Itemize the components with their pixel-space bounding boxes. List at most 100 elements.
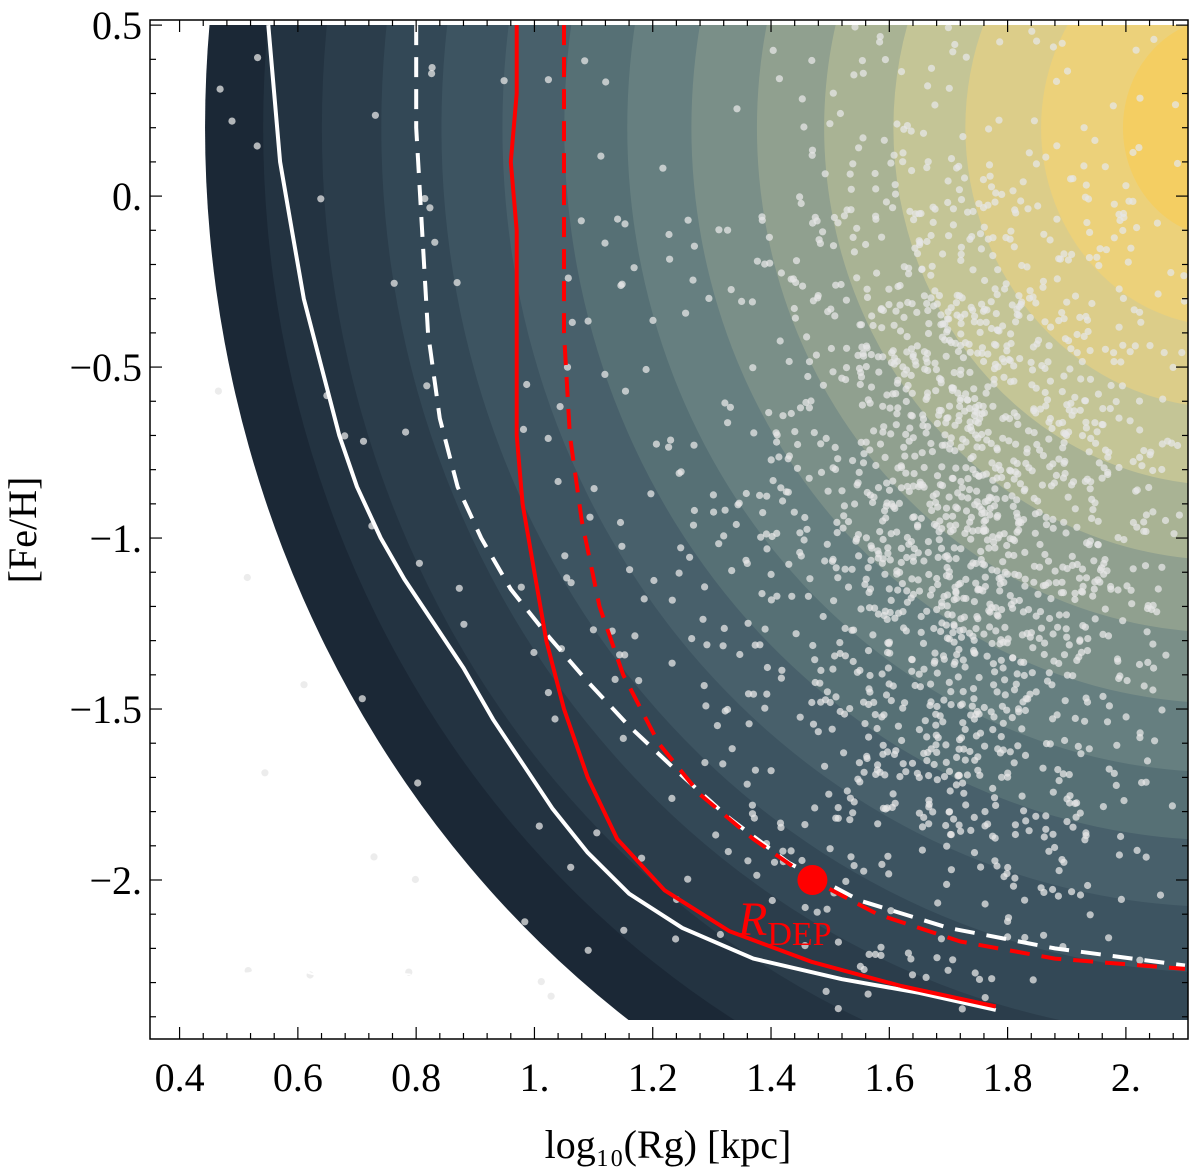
x-axis-label: log₁₀(Rg) [kpc] bbox=[545, 1122, 792, 1167]
scatter-point bbox=[1065, 406, 1073, 414]
scatter-point bbox=[1068, 481, 1076, 489]
scatter-point bbox=[1006, 592, 1014, 600]
cdf-curve-red-dashed bbox=[562, 25, 1186, 971]
scatter-point bbox=[976, 318, 984, 326]
scatter-point bbox=[834, 219, 842, 227]
scatter-points bbox=[214, 25, 1188, 1013]
scatter-point bbox=[957, 320, 965, 328]
scatter-point bbox=[900, 263, 908, 271]
scatter-point bbox=[855, 468, 863, 476]
scatter-point bbox=[649, 316, 657, 324]
scatter-point bbox=[840, 212, 849, 220]
scatter-point bbox=[808, 146, 817, 154]
scatter-point bbox=[1015, 292, 1023, 300]
scatter-point bbox=[927, 439, 935, 448]
scatter-point bbox=[980, 357, 988, 366]
scatter-point bbox=[949, 48, 957, 56]
scatter-point bbox=[870, 427, 878, 435]
scatter-point bbox=[970, 318, 978, 326]
scatter-point bbox=[973, 487, 981, 495]
scatter-point bbox=[668, 596, 676, 604]
scatter-point bbox=[1113, 655, 1122, 663]
scatter-point bbox=[1015, 571, 1023, 580]
scatter-point bbox=[887, 430, 895, 438]
scatter-point bbox=[955, 580, 963, 589]
scatter-point bbox=[1005, 355, 1013, 364]
scatter-point bbox=[772, 429, 780, 437]
scatter-point bbox=[985, 161, 994, 169]
scatter-point bbox=[843, 206, 851, 214]
scatter-point bbox=[757, 533, 765, 541]
scatter-point bbox=[994, 266, 1002, 274]
scatter-point bbox=[887, 530, 895, 538]
scatter-point bbox=[554, 477, 562, 486]
scatter-point bbox=[423, 382, 431, 390]
scatter-point bbox=[876, 33, 884, 41]
scatter-point bbox=[621, 220, 629, 228]
scatter-point bbox=[1133, 486, 1141, 494]
scatter-point bbox=[767, 570, 775, 579]
scatter-point bbox=[965, 340, 973, 348]
scatter-point bbox=[853, 274, 861, 282]
scatter-point bbox=[1078, 588, 1087, 596]
scatter-point bbox=[1062, 529, 1070, 537]
scatter-point bbox=[868, 312, 876, 320]
scatter-point bbox=[677, 544, 685, 552]
scatter-point bbox=[998, 190, 1006, 198]
scatter-point bbox=[831, 312, 839, 320]
scatter-point bbox=[945, 336, 954, 344]
scatter-point bbox=[899, 608, 907, 616]
scatter-point bbox=[1045, 669, 1053, 677]
scatter-point bbox=[1060, 439, 1068, 447]
scatter-point bbox=[551, 715, 559, 723]
scatter-point bbox=[1153, 219, 1161, 227]
scatter-point bbox=[955, 821, 963, 829]
scatter-point bbox=[1026, 287, 1034, 295]
scatter-point bbox=[980, 703, 988, 712]
scatter-point bbox=[1065, 771, 1073, 779]
scatter-point bbox=[792, 630, 800, 638]
scatter-point bbox=[1042, 153, 1050, 161]
scatter-point bbox=[867, 542, 875, 550]
scatter-point bbox=[925, 570, 933, 579]
scatter-point bbox=[944, 966, 952, 974]
scatter-point bbox=[792, 257, 801, 265]
scatter-point bbox=[859, 459, 868, 467]
scatter-point bbox=[1063, 298, 1071, 306]
scatter-point bbox=[1021, 548, 1029, 557]
scatter-point bbox=[1013, 412, 1021, 421]
scatter-point bbox=[826, 845, 834, 853]
scatter-point bbox=[959, 656, 967, 664]
scatter-point bbox=[1049, 460, 1057, 468]
scatter-point bbox=[1001, 623, 1009, 632]
scatter-point bbox=[796, 713, 804, 721]
scatter-point bbox=[992, 627, 1000, 635]
scatter-point bbox=[998, 702, 1007, 710]
scatter-point bbox=[949, 956, 957, 964]
scatter-point bbox=[881, 453, 889, 461]
scatter-point bbox=[988, 459, 996, 467]
scatter-point bbox=[1154, 290, 1162, 298]
scatter-point bbox=[626, 566, 634, 574]
scatter-point bbox=[971, 756, 979, 764]
scatter-point bbox=[850, 862, 858, 870]
scatter-point bbox=[855, 144, 863, 152]
scatter-point bbox=[666, 255, 674, 263]
scatter-point bbox=[941, 441, 949, 449]
scatter-point bbox=[830, 597, 838, 605]
y-tick-label: −2. bbox=[89, 858, 142, 903]
scatter-point bbox=[1127, 244, 1135, 252]
scatter-point bbox=[863, 344, 871, 352]
scatter-point bbox=[1052, 77, 1061, 85]
scatter-point bbox=[862, 438, 870, 446]
scatter-point bbox=[759, 508, 767, 517]
rdep-label: RDEP bbox=[737, 893, 832, 953]
scatter-point bbox=[917, 628, 925, 637]
scatter-point bbox=[909, 482, 917, 490]
scatter-point bbox=[1027, 358, 1035, 366]
scatter-point bbox=[616, 518, 625, 527]
scatter-point bbox=[1136, 94, 1144, 102]
scatter-point bbox=[758, 213, 766, 221]
scatter-point bbox=[870, 698, 878, 707]
scatter-point bbox=[976, 729, 985, 737]
